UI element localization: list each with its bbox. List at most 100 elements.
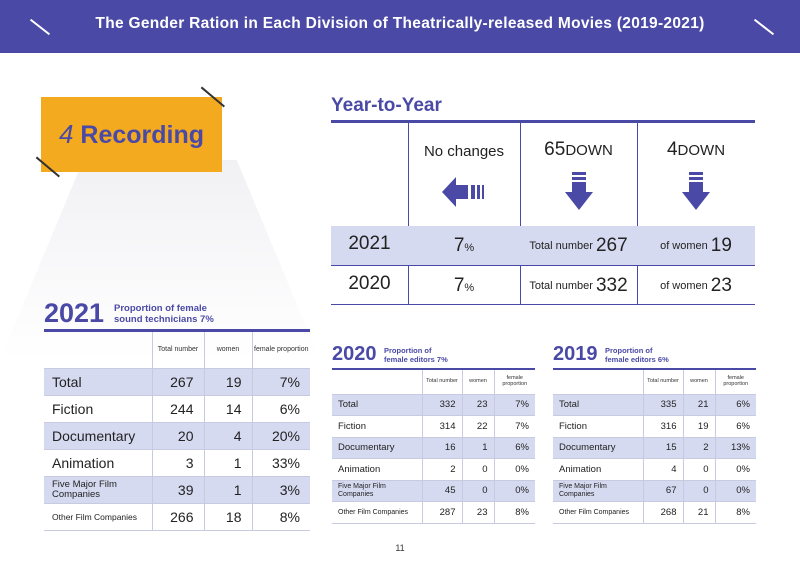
table-2021-subtitle: Proportion of female sound technicians 7% [114, 303, 214, 325]
table-2020-subtitle: Proportion of female editors 7% [384, 346, 448, 364]
table-row: Animation 2 0 0% [332, 458, 535, 480]
row-women: 2 [682, 437, 715, 459]
row-women: 1 [203, 449, 252, 476]
header-women: women [461, 370, 494, 394]
year-row-2021: 2021 7% Total number 267 of women 19 [331, 226, 755, 265]
table-header-row: Total number women female proportion [553, 370, 756, 394]
table-row: Animation 3 1 33% [44, 449, 310, 476]
row-divider [331, 265, 755, 266]
row-category: Total [553, 394, 643, 416]
table-row: Documentary 20 4 20% [44, 422, 310, 449]
row-total: 2 [421, 458, 462, 480]
header-women: women [203, 332, 252, 368]
no-changes-label: No changes [423, 143, 505, 160]
row-proportion: 7% [493, 394, 535, 416]
row-category: Animation [338, 463, 381, 475]
row-category: Fiction [338, 420, 366, 432]
row-women: 22 [461, 415, 494, 437]
row-total: 15 [642, 437, 683, 459]
header-total: Total number [642, 370, 683, 394]
row-total: 266 [151, 503, 204, 530]
year-to-year-title: Year-to-Year [331, 95, 442, 116]
row-women: 23 [461, 501, 494, 523]
row-proportion: 7% [453, 234, 475, 256]
table-row: Fiction 314 22 7% [332, 415, 535, 437]
row-proportion: 7% [453, 274, 475, 296]
page-number: 11 [395, 543, 405, 553]
row-total: 316 [642, 415, 683, 437]
table-2020-rule [332, 368, 535, 370]
row-category: Fiction [52, 400, 94, 417]
row-total: Total number 267 [529, 234, 628, 256]
table-2019-year: 2019 [553, 343, 598, 365]
header-proportion: female proportion [714, 370, 756, 394]
year-to-year-divider [408, 123, 409, 304]
row-proportion: 0% [493, 480, 535, 502]
row-proportion: 13% [714, 437, 756, 459]
row-proportion: 7% [493, 415, 535, 437]
row-total: 4 [642, 458, 683, 480]
section-heading: 4 Recording [41, 119, 222, 150]
row-year: 2021 [348, 233, 391, 254]
table-2021-rule [44, 329, 310, 332]
table-header-row: Total number women female proportion [332, 370, 535, 394]
header-proportion: female proportion [493, 370, 535, 394]
row-women: 0 [682, 480, 715, 502]
header-total: Total number [421, 370, 462, 394]
row-total: 244 [151, 395, 204, 422]
section-title: Recording [80, 121, 205, 149]
row-category: Other Film Companies [559, 508, 630, 516]
row-total: Total number 332 [529, 274, 628, 296]
row-proportion: 3% [251, 476, 310, 503]
table-row: Fiction 316 19 6% [553, 415, 756, 437]
row-proportion: 0% [714, 458, 756, 480]
table-2019: Total number women female proportion Tot… [553, 370, 756, 524]
row-women: 21 [682, 394, 715, 416]
row-women: 0 [682, 458, 715, 480]
row-women: 21 [682, 501, 715, 523]
row-proportion: 0% [493, 458, 535, 480]
table-2019-rule [553, 368, 756, 370]
women-change-label: 4DOWN [666, 139, 726, 160]
row-proportion: 8% [493, 501, 535, 523]
row-proportion: 8% [251, 503, 310, 530]
row-category: Documentary [332, 437, 422, 459]
row-proportion: 33% [251, 449, 310, 476]
row-total: 287 [421, 501, 462, 523]
header-category [332, 370, 422, 394]
pause-left-arrow-icon [442, 177, 484, 207]
table-row: Fiction 244 14 6% [44, 395, 310, 422]
header-category [553, 370, 643, 394]
row-women: of women 23 [660, 274, 732, 296]
section-number: 4 [58, 119, 74, 149]
row-proportion: 6% [251, 395, 310, 422]
row-total: 314 [421, 415, 462, 437]
table-row: Animation 4 0 0% [553, 458, 756, 480]
row-women: 0 [461, 480, 494, 502]
header-women: women [682, 370, 715, 394]
table-row: Documentary 15 2 13% [553, 437, 756, 459]
row-category: Animation [52, 454, 115, 471]
row-women: 14 [203, 395, 252, 422]
row-women: 23 [461, 394, 494, 416]
row-category: Documentary [553, 437, 643, 459]
table-row: Total 335 21 6% [553, 394, 756, 416]
table-2021-year: 2021 [44, 298, 105, 328]
header-banner: The Gender Ration in Each Division of Th… [0, 0, 800, 53]
row-women: 1 [203, 476, 252, 503]
year-row-2020: 2020 7% Total number 332 of women 23 [331, 266, 755, 305]
row-category: Animation [559, 463, 602, 475]
down-arrow-icon [682, 172, 710, 210]
row-total: 16 [421, 437, 462, 459]
table-2021: Total number women female proportion Tot… [44, 332, 310, 531]
row-proportion: 8% [714, 501, 756, 523]
row-proportion: 6% [714, 394, 756, 416]
table-row: Total 267 19 7% [44, 368, 310, 395]
row-proportion: 7% [251, 368, 310, 395]
row-year: 2020 [348, 273, 391, 294]
row-category: Documentary [44, 422, 152, 449]
total-change-label: 65DOWN [544, 139, 613, 160]
table-row: Other Film Companies 266 18 8% [44, 503, 310, 530]
row-category: Total [44, 368, 152, 395]
row-total: 20 [151, 422, 204, 449]
